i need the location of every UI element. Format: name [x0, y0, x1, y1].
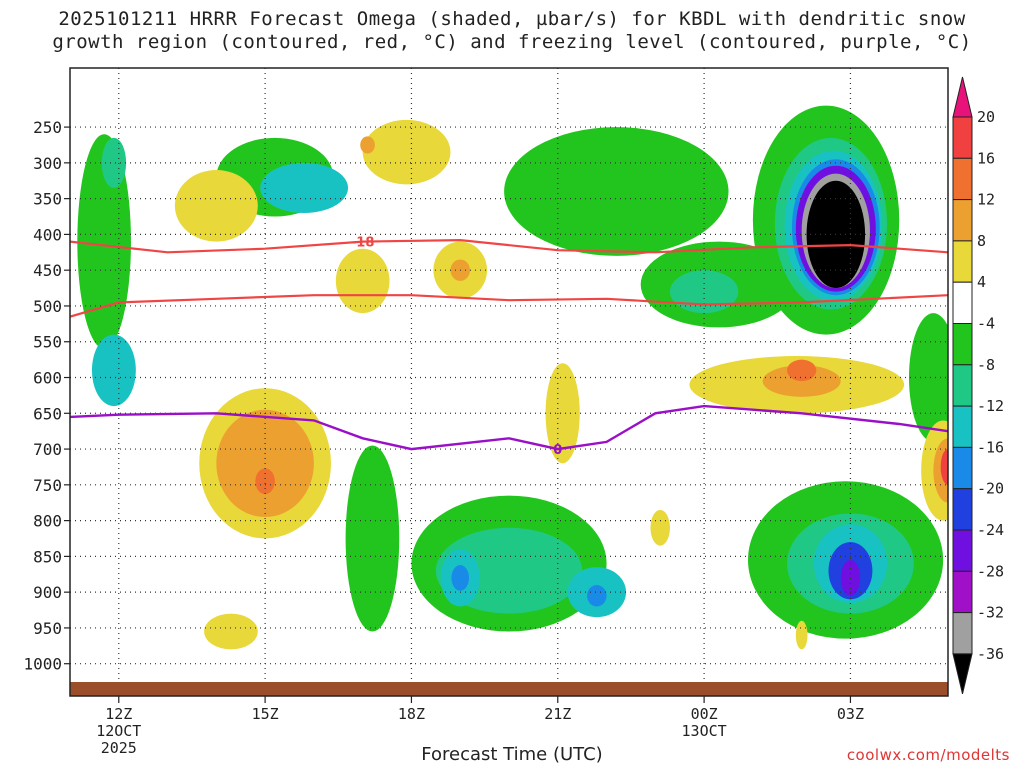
dendritic-contour-2 [70, 294, 948, 318]
colorbar-bin-13 [952, 612, 973, 655]
omega-region-left-column-rising [77, 134, 131, 349]
omega-region-upper-yellow-13z [174, 170, 258, 242]
colorbar-bin-10 [952, 488, 973, 531]
colorbar-bin-7 [952, 364, 973, 407]
omega-region-low-blue-19z [451, 564, 470, 591]
colorbar-bin-12 [952, 570, 973, 614]
colorbar-bin-3 [952, 199, 973, 242]
colorbar-label-10: -24 [977, 521, 1004, 539]
credit-link[interactable]: coolwx.com/modelts [846, 746, 1010, 764]
omega-region-sfc-yellow-14z [204, 613, 258, 650]
colorbar-label-4: 4 [977, 273, 986, 291]
colorbar-arrow-top [952, 76, 973, 118]
x-tick-label-21Z: 21Z [544, 705, 571, 723]
y-tick-label-550: 550 [33, 333, 62, 352]
colorbar-label-8: -16 [977, 438, 1004, 456]
omega-region-mid-yellow-21z [545, 363, 580, 464]
omega-region-mid-red-02z [787, 359, 817, 382]
y-tick-label-350: 350 [33, 190, 62, 209]
colorbar-bin-4 [952, 240, 973, 283]
y-tick-label-1000: 1000 [23, 655, 62, 674]
omega-region-mid-teal-00z [669, 270, 739, 314]
colorbar-bin-5 [952, 281, 973, 325]
y-tick-label-400: 400 [33, 225, 62, 244]
y-tick-label-650: 650 [33, 404, 62, 423]
colorbar-label-11: -28 [977, 562, 1004, 580]
freezing-level-label: 0 [553, 443, 562, 458]
y-tick-label-450: 450 [33, 261, 62, 280]
colorbar-bin-8 [952, 405, 973, 448]
y-tick-label-600: 600 [33, 369, 62, 388]
y-tick-label-500: 500 [33, 297, 62, 316]
omega-region-left-column-upper [101, 137, 127, 188]
chart-title-line1: 2025101211 HRRR Forecast Omega (shaded, … [58, 8, 966, 30]
colorbar-label-9: -20 [977, 480, 1004, 498]
colorbar-label-6: -8 [977, 356, 995, 374]
colorbar-bin-11 [952, 529, 973, 572]
x-tick-date-00Z: 13OCT [682, 722, 727, 740]
y-tick-label-850: 850 [33, 547, 62, 566]
y-tick-label-900: 900 [33, 583, 62, 602]
colorbar-bin-9 [952, 446, 973, 490]
omega-region-low-yellow-23z [650, 509, 670, 546]
y-tick-label-750: 750 [33, 476, 62, 495]
colorbar-label-1: 16 [977, 149, 995, 167]
chart-title-line2: growth region (contoured, red, °C) and f… [52, 31, 972, 53]
colorbar-label-7: -12 [977, 397, 1004, 415]
omega-region-right-edge-green [908, 313, 948, 442]
colorbar-bin-2 [952, 157, 973, 201]
omega-region-low-green-17z [345, 445, 400, 632]
colorbar-label-3: 8 [977, 232, 986, 250]
x-tick-year-12Z: 2025 [101, 739, 137, 757]
y-tick-label-800: 800 [33, 512, 62, 531]
y-tick-label-700: 700 [33, 440, 62, 459]
x-tick-date-12Z: 12OCT [96, 722, 141, 740]
x-tick-label-15Z: 15Z [252, 705, 279, 723]
omega-region-low-purple-03z [840, 559, 861, 596]
omega-region-upper-orange-17z [360, 136, 375, 154]
x-axis-title: Forecast Time (UTC) [421, 744, 603, 765]
x-tick-label-00Z: 00Z [691, 705, 718, 723]
colorbar-label-5: -4 [977, 315, 995, 333]
omega-region-low-blue-22z [587, 585, 607, 607]
y-tick-label-300: 300 [33, 154, 62, 173]
omega-region-sfc-yellow-02z [795, 620, 808, 650]
y-tick-label-950: 950 [33, 619, 62, 638]
colorbar-bin-6 [952, 323, 973, 366]
x-tick-label-03Z: 03Z [837, 705, 864, 723]
omega-region-low-red-15z [255, 468, 275, 495]
freezing-level-contour [70, 404, 948, 451]
omega-region-left-column-core [91, 334, 136, 407]
omega-region-mid-yellow-17z [335, 248, 390, 314]
y-tick-label-250: 250 [33, 118, 62, 137]
colorbar-bin-1 [952, 116, 973, 159]
omega-region-right-edge-red [940, 449, 948, 485]
x-tick-label-18Z: 18Z [398, 705, 425, 723]
colorbar-arrow-bottom [952, 653, 973, 695]
x-tick-label-12Z: 12Z [105, 705, 132, 723]
plot-frame [69, 67, 949, 697]
ground-strip [70, 682, 948, 696]
omega-region-upper-green-22z [504, 127, 729, 256]
dendritic-contour-label-1: -18 [351, 236, 375, 251]
dendritic-contour-1 [70, 238, 948, 254]
omega-region-upper-cyan-15z [260, 162, 349, 213]
colorbar-label-12: -32 [977, 604, 1004, 622]
colorbar-label-2: 12 [977, 191, 995, 209]
colorbar-label-0: 20 [977, 108, 995, 126]
omega-region-upper-yellow-18z [362, 119, 451, 185]
colorbar-label-13: -36 [977, 645, 1004, 663]
